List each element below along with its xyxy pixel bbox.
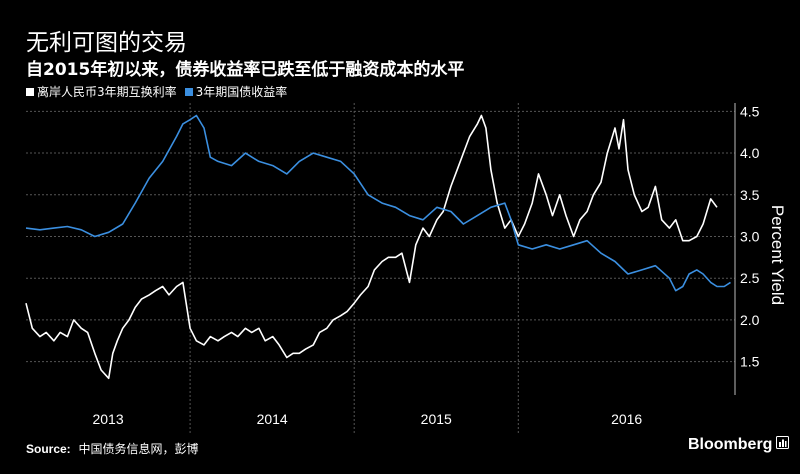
legend-label-swap: 离岸人民币3年期互换利率 xyxy=(37,85,177,99)
y-tick-label: 2.0 xyxy=(740,312,760,328)
chart-subtitle: 自2015年初以来，债券收益率已跌至低于融资成本的水平 xyxy=(26,60,465,80)
legend-label-bond: 3年期国债收益率 xyxy=(195,85,288,99)
legend-swatch-swap xyxy=(26,88,34,96)
legend-swatch-bond xyxy=(184,88,193,96)
x-tick-label: 2014 xyxy=(257,411,288,427)
series-line-bond xyxy=(25,114,731,292)
y-tick-label: 2.5 xyxy=(740,270,760,286)
legend: 离岸人民币3年期互换利率 3年期国债收益率 xyxy=(26,85,295,99)
y-tick-label: 4.5 xyxy=(740,103,760,119)
y-tick-label: 1.5 xyxy=(740,354,760,370)
legend-item-swap: 离岸人民币3年期互换利率 xyxy=(26,85,177,99)
y-axis-title: Percent Yield xyxy=(768,205,787,305)
x-tick-label: 2013 xyxy=(92,411,123,427)
y-tick-label: 3.0 xyxy=(740,228,760,244)
source-label: Source: xyxy=(26,442,71,456)
brand-logo: Bloomberg xyxy=(688,436,790,454)
x-tick-label: 2016 xyxy=(611,411,642,427)
y-tick-label: 3.5 xyxy=(740,187,760,203)
source-note: Source: 中国债务信息网，彭博 xyxy=(26,442,199,456)
series-line-swap xyxy=(25,114,718,380)
bloomberg-news-icon xyxy=(776,436,790,454)
source-text: 中国债务信息网，彭博 xyxy=(78,442,199,456)
y-tick-label: 4.0 xyxy=(740,145,760,161)
legend-item-bond: 3年期国债收益率 xyxy=(184,85,288,99)
x-tick-label: 2015 xyxy=(421,411,452,427)
chart-title: 无利可图的交易 xyxy=(26,30,187,56)
brand-name: Bloomberg xyxy=(688,436,773,453)
